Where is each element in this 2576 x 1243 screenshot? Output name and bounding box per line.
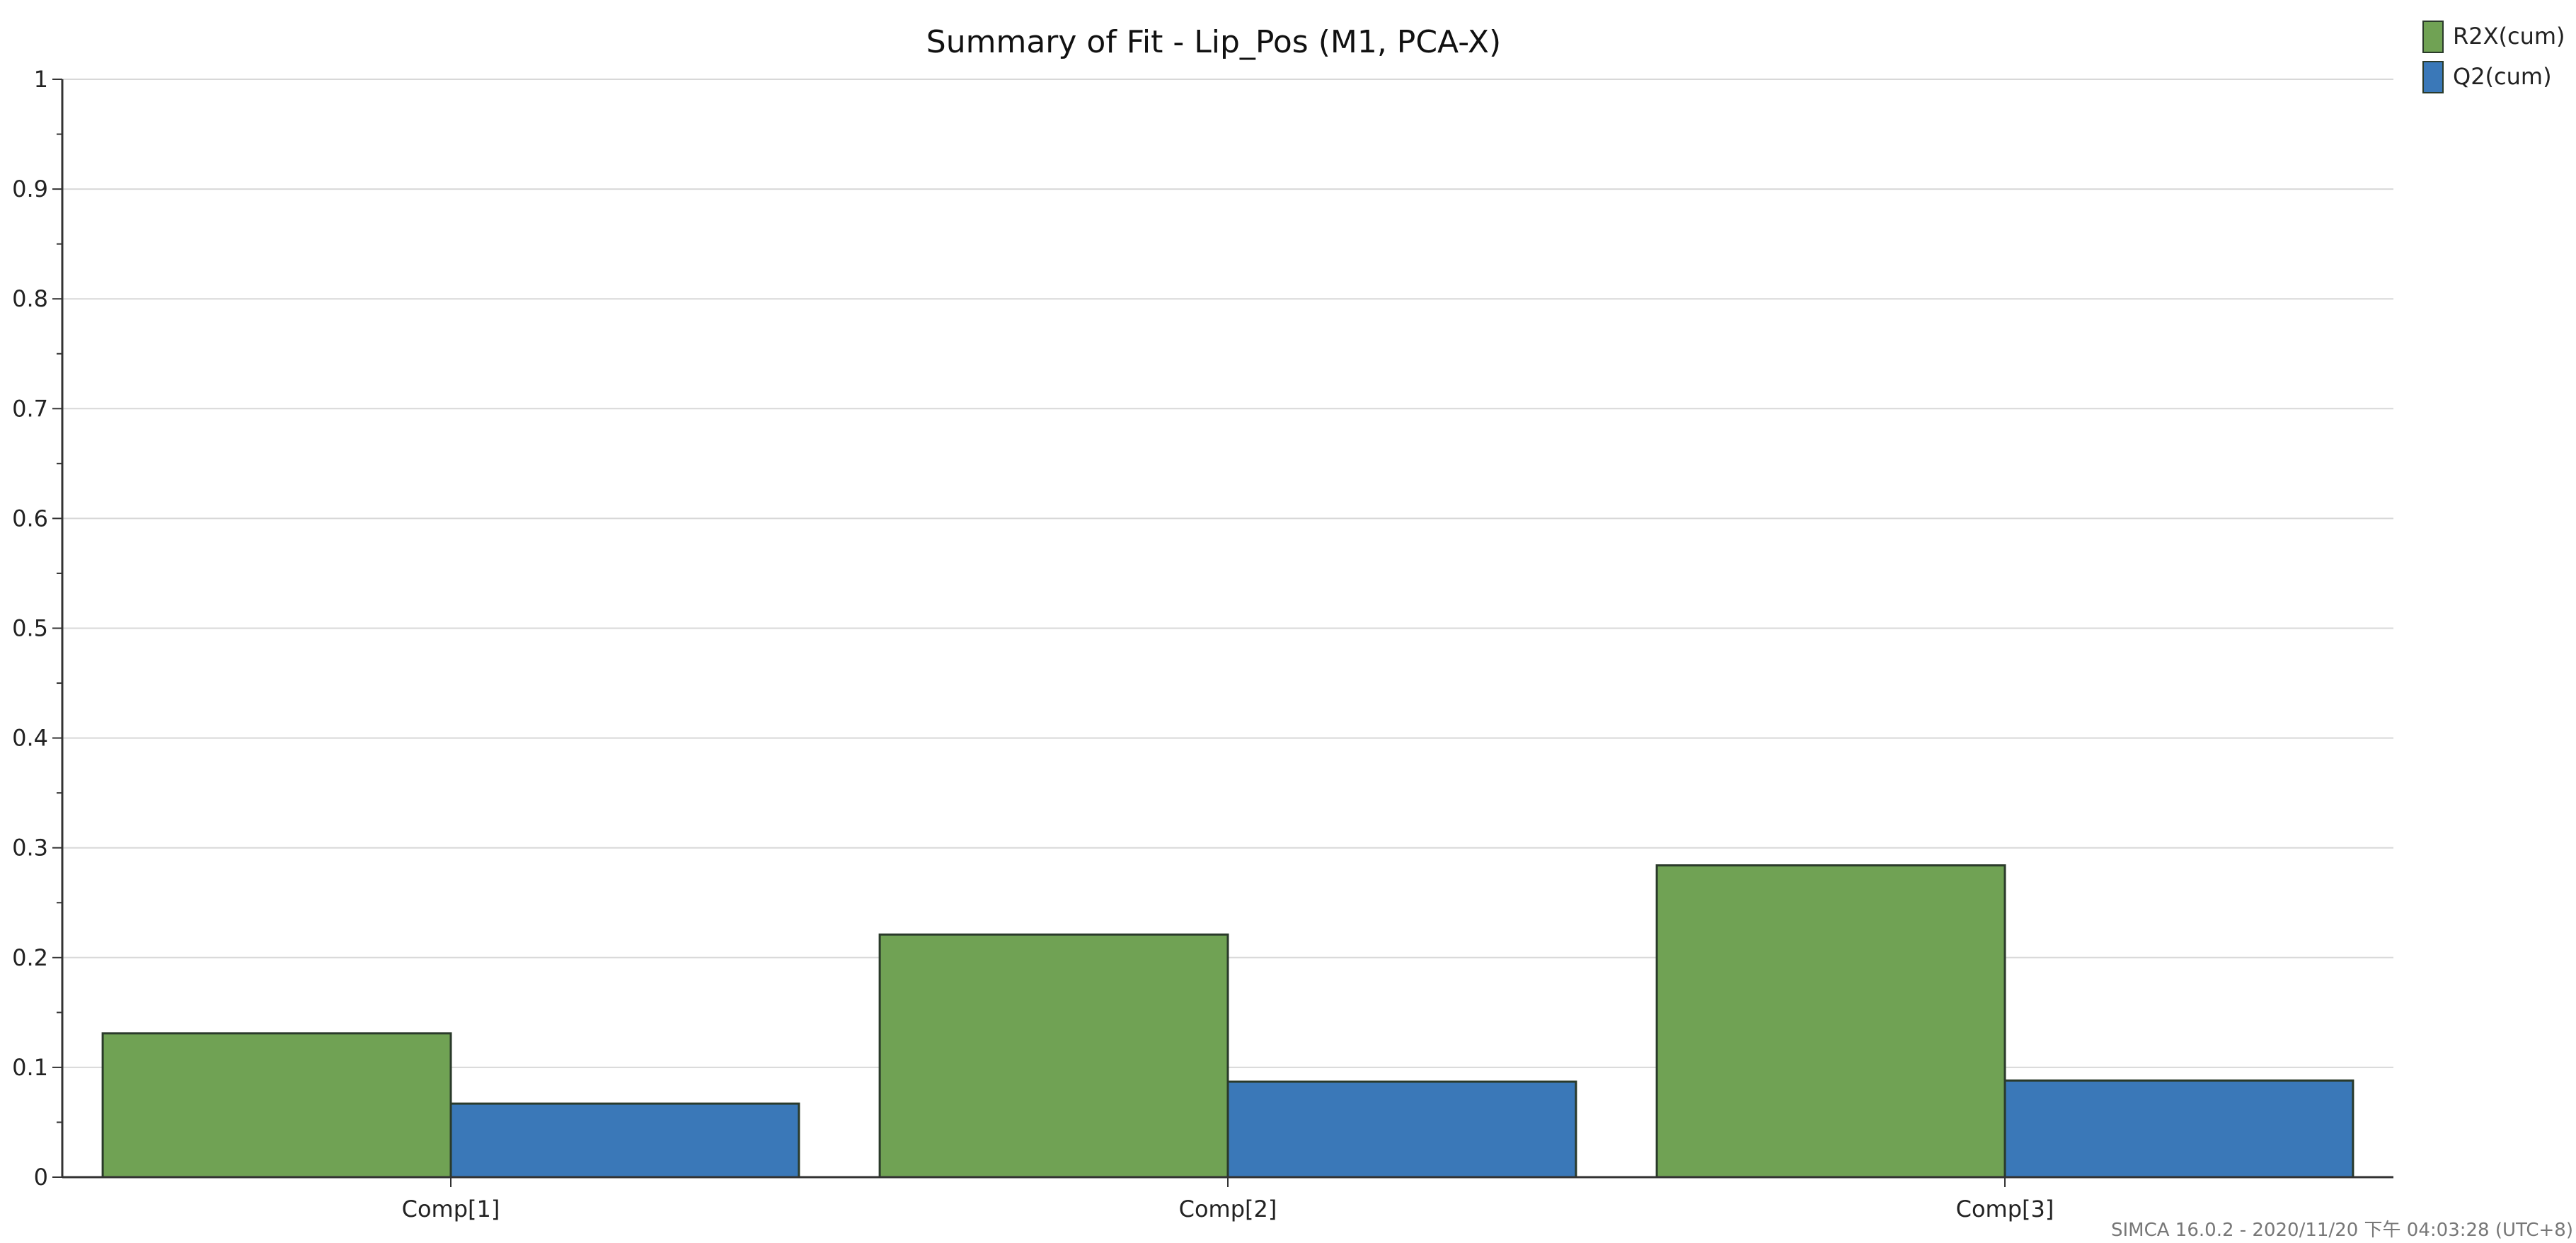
y-tick-label: 0.5 <box>12 615 48 642</box>
legend: R2X(cum) Q2(cum) <box>2422 21 2565 93</box>
bar-q2-cum--3 <box>2003 1079 2354 1179</box>
y-tick-label: 0.2 <box>12 944 48 971</box>
x-category-label: Comp[2] <box>1179 1196 1277 1222</box>
y-tick-label: 0.4 <box>12 725 48 752</box>
y-tick-label: 0 <box>34 1164 48 1191</box>
chart-title: Summary of Fit - Lip_Pos (M1, PCA-X) <box>926 24 1501 60</box>
y-tick-label: 0.3 <box>12 835 48 861</box>
y-tick-label: 0.8 <box>12 285 48 312</box>
bars-layer <box>101 864 2354 1179</box>
legend-swatch-1 <box>2422 21 2444 53</box>
grid-layer <box>62 79 2393 1068</box>
y-tick-label: 0.7 <box>12 395 48 422</box>
bar-q2-cum--2 <box>1226 1080 1577 1179</box>
x-category-label: Comp[1] <box>402 1196 500 1222</box>
legend-label-1: R2X(cum) <box>2453 23 2565 50</box>
bar-r2x-cum--2 <box>878 933 1229 1179</box>
y-tick-label: 0.9 <box>12 176 48 202</box>
bar-r2x-cum--1 <box>101 1032 452 1179</box>
footer-timestamp: SIMCA 16.0.2 - 2020/11/20 下午 04:03:28 (U… <box>2111 1220 2573 1241</box>
y-tick-label: 0.6 <box>12 505 48 532</box>
legend-label-2: Q2(cum) <box>2453 63 2552 90</box>
y-tick-label: 1 <box>34 66 48 93</box>
legend-swatch-2 <box>2422 61 2444 93</box>
y-tick-label: 0.1 <box>12 1054 48 1081</box>
bar-q2-cum--1 <box>449 1102 800 1179</box>
x-category-label: Comp[3] <box>1956 1196 2054 1222</box>
bar-r2x-cum--3 <box>1655 864 2006 1179</box>
axes-layer: 0 0.1 0.2 0.3 0.4 0.5 0.6 0.7 0.8 0.9 1 Comp[1] Comp… <box>12 66 2393 1222</box>
